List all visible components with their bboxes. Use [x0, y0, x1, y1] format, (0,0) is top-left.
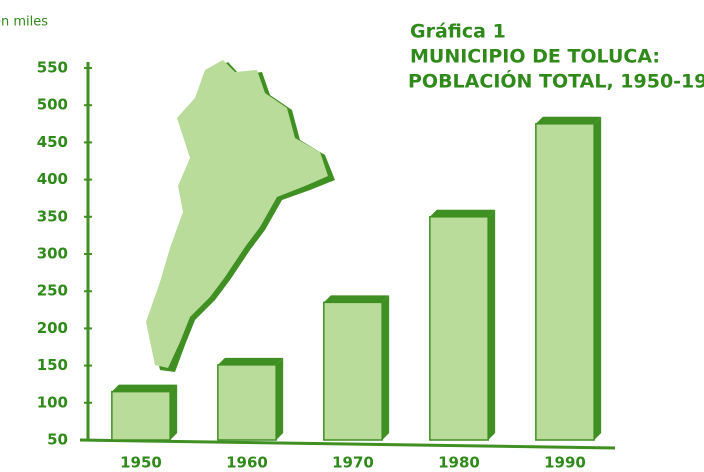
- bar: [535, 116, 602, 441]
- y-tick-label: 50: [47, 431, 68, 449]
- y-axis-label: en miles: [0, 15, 48, 30]
- bar-face: [323, 301, 383, 441]
- y-tick-label: 100: [37, 393, 68, 411]
- bar-face: [111, 384, 178, 392]
- y-tick-label: 400: [37, 170, 68, 188]
- bar-face: [276, 357, 284, 440]
- bar: [429, 209, 496, 441]
- bar-face: [217, 357, 284, 365]
- y-tick-label: 450: [37, 133, 68, 151]
- x-tick-label: 1990: [544, 454, 586, 472]
- x-tick-label: 1980: [438, 454, 480, 472]
- bar-face: [170, 384, 178, 440]
- y-tick-label: 500: [37, 96, 68, 114]
- map: [146, 60, 328, 368]
- bar: [323, 295, 390, 441]
- bar-face: [111, 390, 171, 441]
- chart-subtitle: MUNICIPIO DE TOLUCA:: [410, 46, 660, 68]
- bar-face: [535, 123, 595, 441]
- bar-face: [429, 216, 489, 441]
- y-tick-label: 350: [37, 207, 68, 225]
- bar-face: [594, 116, 602, 441]
- bar: [217, 357, 284, 441]
- bar-face: [488, 209, 496, 440]
- bar-face: [382, 295, 390, 440]
- y-tick-label: 300: [37, 245, 68, 263]
- y-tick-label: 550: [37, 59, 68, 77]
- bar-face: [535, 116, 602, 124]
- bar-face: [323, 295, 390, 303]
- x-axis: [79, 438, 616, 450]
- chart-title: Gráfica 1: [410, 21, 506, 43]
- x-tick-label: 1970: [332, 454, 374, 472]
- bar: [111, 384, 178, 441]
- bar-face: [217, 364, 277, 441]
- bar-face: [429, 209, 496, 217]
- y-tick-label: 250: [37, 282, 68, 300]
- x-tick-label: 1960: [226, 454, 268, 472]
- y-tick-label: 200: [37, 319, 68, 337]
- y-tick-label: 150: [37, 356, 68, 374]
- chart-subtitle: POBLACIÓN TOTAL, 1950-1990: [408, 69, 704, 93]
- x-tick-label: 1950: [120, 454, 162, 472]
